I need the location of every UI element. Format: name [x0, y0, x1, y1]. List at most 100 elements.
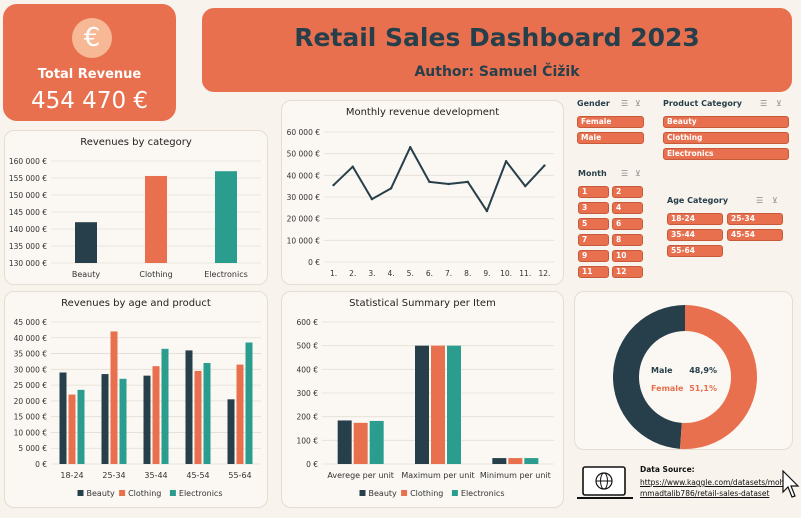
slicer-item-month-2[interactable]: 2	[612, 186, 643, 198]
chart-title: Revenues by age and product	[61, 298, 211, 309]
bar	[245, 342, 253, 464]
y-tick-label: 40 000 €	[14, 334, 48, 343]
bar	[68, 394, 76, 464]
legend-label: Clothing	[128, 489, 161, 498]
bar	[161, 348, 169, 464]
legend-swatch	[451, 490, 458, 496]
bar	[101, 374, 109, 464]
bar	[337, 420, 352, 464]
clear-filter-icon[interactable]: ⊻	[772, 196, 778, 205]
bar	[75, 222, 97, 263]
chart-title: Monthly revenue development	[345, 107, 500, 118]
legend-label: Beauty	[369, 489, 398, 498]
legend-swatch	[359, 490, 366, 496]
slicer-item-age-35-44[interactable]: 35-44	[667, 229, 723, 241]
slicer-item-month-7[interactable]: 7	[578, 234, 609, 246]
slicer-item-age-45-54[interactable]: 45-54	[727, 229, 783, 241]
x-tick-label: 35-44	[144, 471, 167, 480]
bar	[431, 345, 445, 464]
y-tick-label: 5 000 €	[18, 444, 47, 453]
data-source-label: Data Source:	[640, 465, 695, 474]
bar	[77, 389, 85, 464]
legend-label: Electronics	[179, 489, 223, 498]
data-point	[351, 165, 354, 168]
x-tick-label: 8.	[464, 269, 471, 278]
data-source-link[interactable]: https://www.kaggle.com/datasets/mohammad…	[640, 478, 789, 498]
bar	[119, 378, 127, 464]
y-tick-label: 140 000 €	[9, 225, 47, 234]
slicer-item-month-12[interactable]: 12	[612, 266, 643, 278]
revenues-by-category-chart: 130 000 € 135 000 € 140 000 € 145 000 € 150 …	[9, 157, 261, 279]
donut-hole	[640, 332, 730, 422]
data-point	[485, 209, 489, 213]
monthly-revenue-card: Monthly revenue development 0 € 10 000 € 2…	[281, 100, 564, 285]
slicer-item-age-25-34[interactable]: 25-34	[727, 213, 783, 225]
slicer-item-month-5[interactable]: 5	[578, 218, 609, 230]
x-tick-label: Maximum per unit	[401, 471, 474, 480]
y-tick-label: 200 €	[297, 413, 319, 422]
revenues-by-age-chart: 0 € 5 000 € 10 000 € 15 000 € 20 000 € 25 000…	[14, 318, 261, 498]
slicer-item-category-Electronics[interactable]: Electronics	[663, 148, 789, 160]
clear-filter-icon[interactable]: ⊻	[776, 99, 782, 108]
total-revenue-label: Total Revenue	[37, 67, 142, 82]
legend-swatch	[169, 490, 176, 496]
y-tick-label: 150 000 €	[9, 191, 47, 200]
gender-split-card: Male 48,9% Female 51,1%	[574, 291, 793, 450]
slicer-item-month-6[interactable]: 6	[612, 218, 643, 230]
multi-select-icon[interactable]: ☰	[621, 99, 629, 108]
x-tick-label: 7.	[445, 269, 452, 278]
slicer-item-month-4[interactable]: 4	[612, 202, 643, 214]
slicer-item-category-Beauty[interactable]: Beauty	[663, 116, 789, 128]
slicer-item-month-3[interactable]: 3	[578, 202, 609, 214]
slicer-item-month-11[interactable]: 11	[578, 266, 609, 278]
y-tick-label: 160 000 €	[9, 157, 47, 166]
slicer-item-age-55-64[interactable]: 55-64	[667, 245, 723, 257]
x-tick-label: 1.	[330, 269, 337, 278]
bar	[145, 175, 167, 263]
x-tick-label: 5.	[407, 269, 414, 278]
slicer-item-age-18-24[interactable]: 18-24	[667, 213, 723, 225]
slicer-item-month-8[interactable]: 8	[612, 234, 643, 246]
bar	[492, 458, 507, 464]
y-tick-label: 60 000 €	[287, 128, 321, 137]
x-tick-label: 12.	[538, 269, 550, 278]
clear-filter-icon[interactable]: ⊻	[635, 169, 641, 178]
slicer-title: Age Category	[667, 196, 729, 205]
legend-swatch	[119, 490, 126, 496]
slicer-title: Product Category	[663, 99, 742, 108]
y-tick-label: 20 000 €	[287, 215, 321, 224]
revenues-by-category-card: Revenues by category 130 000 €135 000 €1…	[4, 130, 268, 285]
slicer-item-gender-Female[interactable]: Female	[577, 116, 644, 128]
multi-select-icon[interactable]: ☰	[621, 169, 629, 178]
monthly-revenue-chart: 0 € 10 000 € 20 000 € 30 000 € 40 000 € 50 00…	[287, 128, 554, 278]
y-tick-label: 40 000 €	[287, 171, 321, 180]
y-tick-label: 0 €	[35, 460, 47, 469]
y-tick-label: 10 000 €	[14, 428, 48, 437]
slicer-title: Gender	[577, 99, 610, 108]
data-point	[504, 160, 508, 163]
product-category-slicer: Product Category ☰ ⊻ Beauty Clothing Elect…	[663, 99, 793, 164]
y-tick-label: 0 €	[308, 258, 320, 267]
x-tick-label: Minimum per unit	[480, 471, 551, 480]
legend-label: Electronics	[461, 489, 505, 498]
clear-filter-icon[interactable]: ⊻	[635, 99, 641, 108]
x-tick-label: Averege per unit	[327, 471, 394, 480]
total-revenue-value: 454 470 €	[30, 88, 149, 114]
slicer-item-month-10[interactable]: 10	[612, 250, 643, 262]
y-tick-label: 10 000 €	[287, 236, 321, 245]
bar	[447, 345, 461, 464]
slicer-item-category-Clothing[interactable]: Clothing	[663, 132, 789, 144]
y-tick-label: 20 000 €	[14, 397, 48, 406]
multi-select-icon[interactable]: ☰	[760, 99, 768, 108]
slicer-item-gender-Male[interactable]: Male	[577, 132, 644, 144]
x-tick-label: 2.	[349, 269, 356, 278]
multi-select-icon[interactable]: ☰	[756, 196, 764, 205]
author-label: Author: Samuel Čižik	[414, 64, 580, 80]
slicer-item-month-1[interactable]: 1	[578, 186, 609, 198]
month-slicer: Month ☰ ⊻ 1 2 3 4 5 6 7 8 9 10 11 12	[578, 169, 653, 281]
slicer-item-month-9[interactable]: 9	[578, 250, 609, 262]
bar	[203, 363, 211, 464]
data-point	[447, 182, 450, 186]
y-tick-label: 15 000 €	[14, 413, 48, 422]
y-tick-label: 50 000 €	[287, 150, 321, 159]
